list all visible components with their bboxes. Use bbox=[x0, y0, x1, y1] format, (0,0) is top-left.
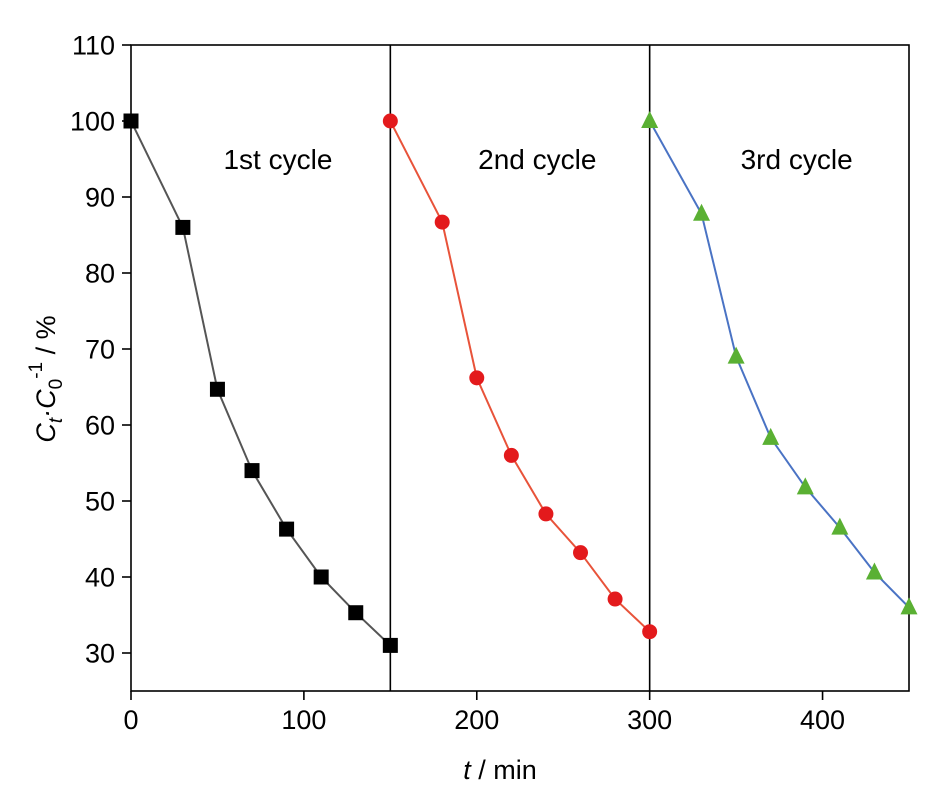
series-2 bbox=[382, 113, 658, 640]
series-2-point-8 bbox=[642, 624, 658, 640]
y-axis-label-sub-0: 0 bbox=[46, 379, 67, 390]
x-tick-label-0: 0 bbox=[123, 705, 138, 735]
y-tick-label-40: 40 bbox=[85, 563, 115, 593]
cycle-label-2: 2nd cycle bbox=[478, 144, 596, 175]
series-3-point-5 bbox=[796, 477, 814, 495]
y-tick-label-110: 110 bbox=[72, 31, 115, 61]
plot-content bbox=[123, 44, 918, 692]
series-3-point-7 bbox=[865, 562, 883, 580]
series-3-point-4 bbox=[762, 427, 780, 445]
y-axis-label-unit: / % bbox=[31, 315, 61, 362]
series-2-point-3 bbox=[469, 370, 485, 386]
cycle-label-3: 3rd cycle bbox=[741, 144, 853, 175]
series-2-point-2 bbox=[434, 214, 450, 230]
series-2-point-7 bbox=[607, 591, 623, 607]
y-axis-label-sub-t: t bbox=[46, 417, 67, 423]
series-1-point-8 bbox=[382, 637, 398, 653]
series-1-point-4 bbox=[244, 463, 260, 479]
series-1-point-2 bbox=[175, 219, 191, 235]
series-3 bbox=[641, 111, 918, 615]
x-tick-label-100: 100 bbox=[281, 705, 326, 735]
series-2-point-1 bbox=[382, 113, 398, 129]
x-axis-label-unit: / min bbox=[471, 755, 537, 785]
x-tick-label-400: 400 bbox=[800, 705, 845, 735]
series-3-point-1 bbox=[641, 111, 659, 128]
y-tick-label-80: 80 bbox=[85, 259, 115, 289]
x-tick-label-300: 300 bbox=[627, 705, 672, 735]
series-1-point-7 bbox=[348, 605, 364, 621]
y-tick-label-70: 70 bbox=[85, 335, 115, 365]
x-tick-label-200: 200 bbox=[454, 705, 499, 735]
y-axis-ticks: 30 40 50 60 70 80 90 100 110 bbox=[70, 31, 131, 669]
series-2-point-5 bbox=[538, 506, 554, 522]
y-tick-label-90: 90 bbox=[85, 183, 115, 213]
plot-frame bbox=[130, 44, 910, 692]
y-axis-label: Ct·C0-1 / % bbox=[26, 315, 67, 442]
y-tick-label-50: 50 bbox=[85, 487, 115, 517]
x-axis-label: t / min bbox=[463, 755, 537, 785]
series-1 bbox=[123, 113, 398, 653]
series-1-point-6 bbox=[313, 569, 329, 585]
series-3-point-6 bbox=[831, 517, 849, 535]
series-3-point-2 bbox=[693, 203, 711, 221]
series-1-point-3 bbox=[209, 381, 225, 397]
y-axis-label-c0: ·C bbox=[31, 389, 61, 418]
series-2-line bbox=[389, 120, 651, 633]
y-tick-label-100: 100 bbox=[70, 107, 115, 137]
x-axis-label-variable: t bbox=[463, 755, 472, 785]
cycle-label-1: 1st cycle bbox=[223, 144, 332, 175]
x-axis-ticks: 0 100 200 300 400 bbox=[123, 691, 845, 735]
y-tick-label-30: 30 bbox=[85, 639, 115, 669]
series-1-point-5 bbox=[279, 521, 295, 537]
series-2-point-4 bbox=[503, 447, 519, 463]
y-axis-label-c: C bbox=[31, 423, 61, 443]
series-2-point-6 bbox=[573, 545, 589, 561]
series-3-line bbox=[648, 120, 910, 609]
series-3-point-3 bbox=[727, 346, 745, 364]
series-3-point-8 bbox=[900, 597, 918, 615]
cycle-annotations: 1st cycle 2nd cycle 3rd cycle bbox=[223, 144, 852, 175]
series-1-line bbox=[130, 120, 391, 647]
y-tick-label-60: 60 bbox=[85, 411, 115, 441]
y-axis-label-exponent: -1 bbox=[26, 362, 47, 379]
